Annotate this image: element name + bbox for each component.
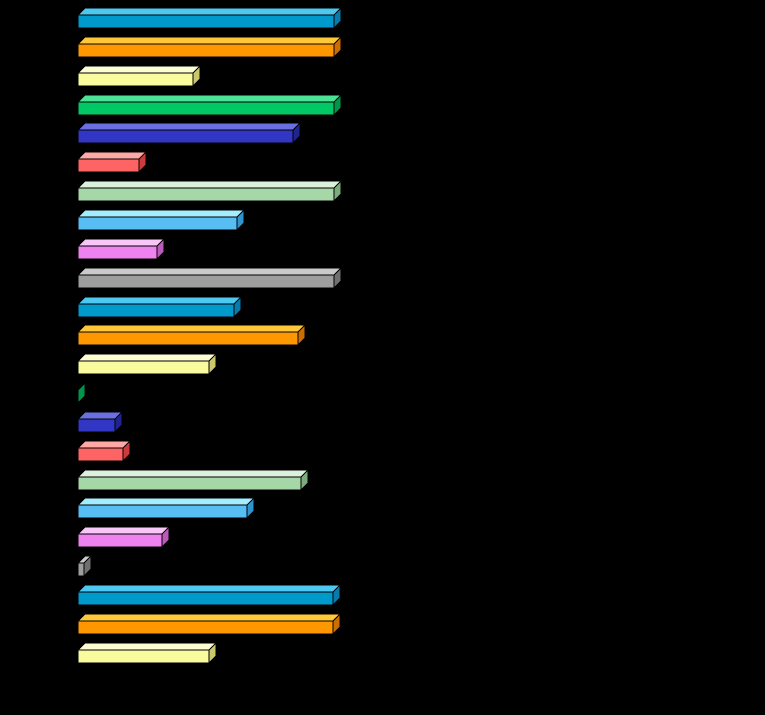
bar-row-21 <box>76 583 342 607</box>
bar-19-front-face <box>77 533 163 548</box>
bar-21-top-face <box>76 584 342 593</box>
bar-18-front-face <box>77 504 248 519</box>
bar-7-front-face <box>77 187 335 202</box>
bar-11-front-face <box>77 303 235 318</box>
bar-4-top-face <box>76 94 343 103</box>
bar-12-top-face <box>76 324 307 333</box>
bar-6-top-face <box>76 151 148 160</box>
bar-1-front-face <box>77 14 335 29</box>
bar-3-front-face <box>77 72 194 87</box>
bar-4-front-face <box>77 101 335 116</box>
bar-row-12 <box>76 323 307 347</box>
bar-18-top-face <box>76 497 256 506</box>
bar-10-front-face <box>77 274 335 289</box>
bar-6-front-face <box>77 158 140 173</box>
bar-10-top-face <box>76 267 343 276</box>
bar-row-16 <box>76 439 132 463</box>
bar-14-side-face <box>77 381 86 405</box>
bar-row-19 <box>76 525 171 549</box>
bar-16-top-face <box>76 440 132 449</box>
bar-row-22 <box>76 612 342 636</box>
bar-23-top-face <box>76 642 218 651</box>
bar-row-17 <box>76 468 310 492</box>
bar-22-front-face <box>77 620 334 635</box>
bar-11-top-face <box>76 296 243 305</box>
bar-15-front-face <box>77 418 116 433</box>
bar-7-top-face <box>76 180 343 189</box>
bar-row-11 <box>76 295 243 319</box>
bar-row-15 <box>76 410 124 434</box>
bar-20-front-face <box>77 562 85 577</box>
bar-row-2 <box>76 35 343 59</box>
bar-3-top-face <box>76 65 202 74</box>
bar-1-top-face <box>76 7 343 16</box>
bar-16-front-face <box>77 447 124 462</box>
bar-12-front-face <box>77 331 299 346</box>
bar-9-top-face <box>76 238 166 247</box>
bar-21-front-face <box>77 591 334 606</box>
bar-row-23 <box>76 641 218 665</box>
bar-17-top-face <box>76 469 310 478</box>
bar-19-top-face <box>76 526 171 535</box>
bar-row-4 <box>76 93 343 117</box>
bar-2-front-face <box>77 43 335 58</box>
bar-row-14 <box>77 381 86 405</box>
bar-row-20 <box>76 554 93 578</box>
bar-22-top-face <box>76 613 342 622</box>
bar-13-top-face <box>76 353 218 362</box>
bar-row-3 <box>76 64 202 88</box>
bar-row-13 <box>76 352 218 376</box>
bar-row-7 <box>76 179 343 203</box>
bar-row-1 <box>76 6 343 30</box>
bar-row-8 <box>76 208 246 232</box>
bar-8-front-face <box>77 216 238 231</box>
bar-13-front-face <box>77 360 210 375</box>
bar-2-top-face <box>76 36 343 45</box>
bar-row-5 <box>76 121 302 145</box>
bar-5-front-face <box>77 129 294 144</box>
bar-9-front-face <box>77 245 158 260</box>
bar-row-10 <box>76 266 343 290</box>
bar-17-front-face <box>77 476 302 491</box>
bar-row-9 <box>76 237 166 261</box>
bar-row-6 <box>76 150 148 174</box>
bar-5-top-face <box>76 122 302 131</box>
bar-8-top-face <box>76 209 246 218</box>
bar-row-18 <box>76 496 256 520</box>
bar-23-front-face <box>77 649 210 664</box>
